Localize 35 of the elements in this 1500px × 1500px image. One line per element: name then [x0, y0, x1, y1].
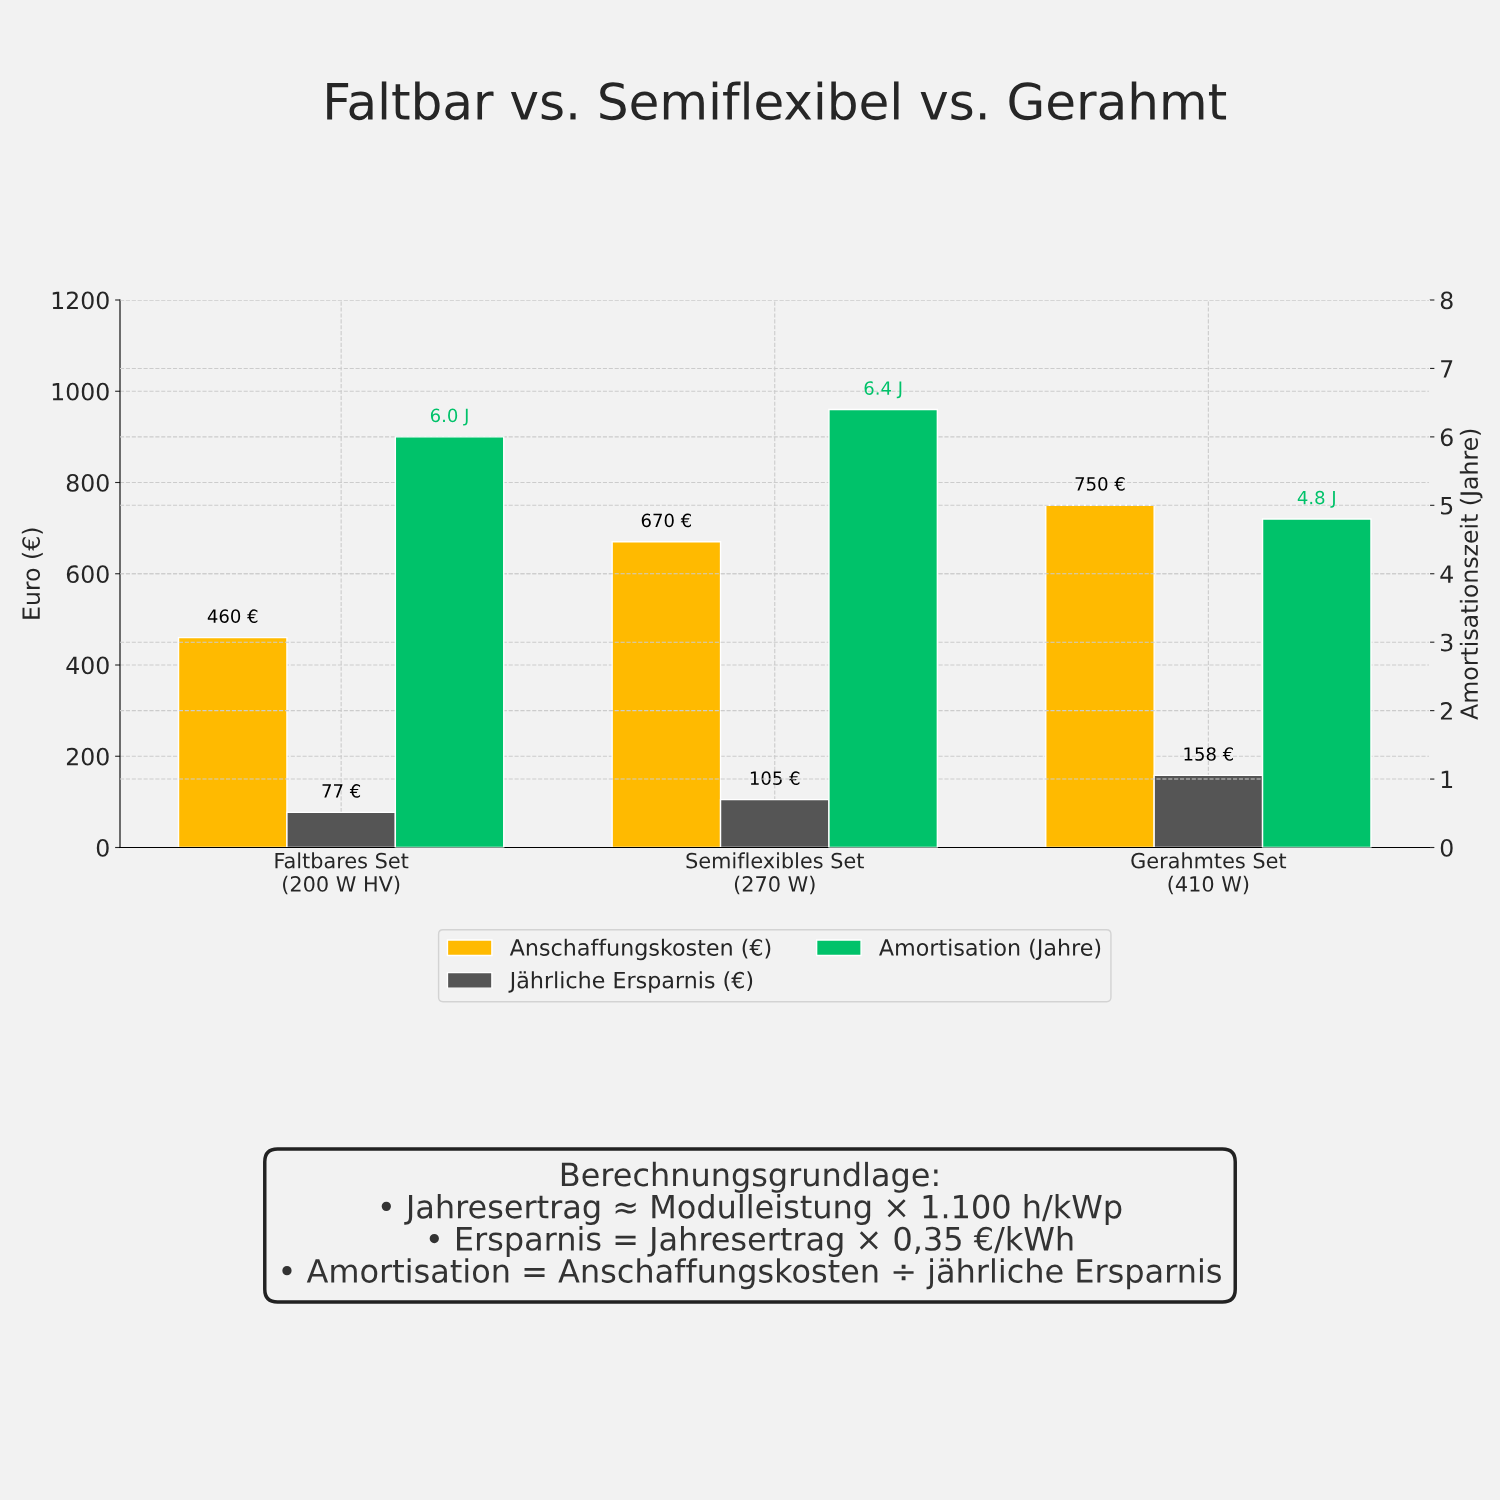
y2-tick-label: 2 — [1440, 702, 1452, 720]
y2-axis-title: Amortisationszeit (Jahre) — [1459, 429, 1483, 720]
y2-tick-label: 6 — [1440, 428, 1453, 447]
data-label: 105 € — [750, 771, 800, 785]
y2-tick-label: 8 — [1440, 291, 1453, 310]
data-label: 6.0 J — [430, 408, 468, 426]
text: Berechnungsgrundlage: • Jahresertrag ≈ Modulleistung × 1.100 h/kWp • Ersparnis = Jahresertrag × 0,35 €/kWh • Amortisation = Anschaffungskosten ÷ jährliche Ersparnis — [282, 1161, 1221, 1290]
x-tick-label: Gerahmtes Set (410 W) — [1131, 852, 1287, 895]
y-tick-label: 1200 — [52, 291, 109, 310]
y-tick-label: 0 — [96, 838, 109, 857]
y2-tick-label: 5 — [1441, 497, 1453, 515]
y-axis-title: Euro (€) — [21, 528, 43, 619]
y-tick-label: 400 — [66, 656, 109, 675]
data-label: 6.4 J — [864, 381, 902, 399]
legend-label: Anschaffungskosten (€) — [509, 938, 771, 961]
legend-label: Amortisation (Jahre) — [879, 938, 1101, 961]
y-tick-label: 600 — [66, 565, 109, 584]
y2-tick-label: 3 — [1441, 633, 1453, 652]
y2-tick-label: 0 — [1440, 838, 1453, 857]
x-tick-label: Faltbares Set (200 W HV) — [275, 852, 409, 895]
data-label: 4.8 J — [1297, 490, 1335, 508]
y2-tick-label: 1 — [1441, 770, 1453, 789]
y2-tick-label: 4 — [1440, 565, 1453, 583]
chart-title: Faltbar vs. Semiflexibel vs. Gerahmt — [327, 81, 1227, 121]
data-label: 158 € — [1184, 747, 1234, 761]
legend-label: Jährliche Ersparnis (€) — [508, 971, 753, 993]
y2-tick-label: 7 — [1441, 360, 1453, 378]
x-tick-label: Semiflexibles Set (270 W) — [686, 852, 864, 895]
data-label: 77 € — [322, 784, 361, 798]
y-tick-label: 1000 — [52, 382, 109, 401]
data-label: 670 € — [641, 513, 691, 528]
y-tick-label: 800 — [66, 473, 109, 492]
y-tick-label: 200 — [66, 747, 109, 766]
data-label: 460 € — [207, 609, 258, 624]
data-label: 750 € — [1075, 477, 1125, 491]
